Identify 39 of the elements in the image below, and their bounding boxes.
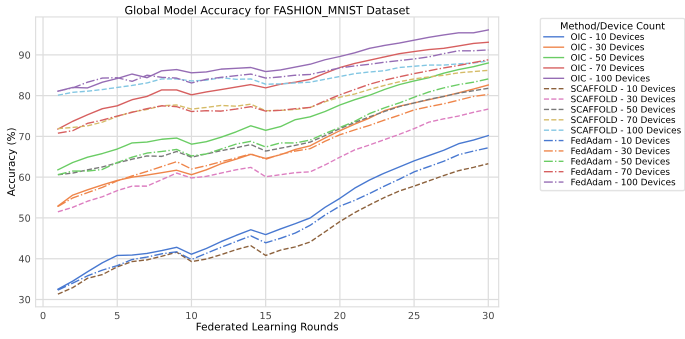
y-axis-title: Accuracy (%) xyxy=(6,128,17,196)
x-axis-title: Federated Learning Rounds xyxy=(196,322,338,333)
legend-label: SCAFFOLD - 50 Devices xyxy=(571,106,676,113)
x-tick-label: 10 xyxy=(186,312,197,320)
legend-label: SCAFFOLD - 100 Devices xyxy=(571,126,681,134)
line-series xyxy=(57,70,489,130)
legend-label: OIC - 10 Devices xyxy=(571,33,644,40)
y-tick-label: 40 xyxy=(18,255,30,263)
line-series xyxy=(57,108,489,213)
line-series xyxy=(57,59,489,134)
legend-label: FedAdam - 70 Devices xyxy=(571,168,670,175)
y-tick-label: 30 xyxy=(19,296,30,304)
line-series xyxy=(57,62,489,171)
legend-label: SCAFFOLD - 70 Devices xyxy=(571,116,676,124)
y-tick-label: 90 xyxy=(19,51,30,59)
legend-label: OIC - 70 Devices xyxy=(571,64,644,72)
y-tick-label: 70 xyxy=(19,132,30,140)
legend-label: OIC - 100 Devices xyxy=(571,74,650,82)
chart-title: Global Model Accuracy for FASHION_MNIST Dataset xyxy=(125,6,410,17)
x-tick-label: 30 xyxy=(482,312,494,320)
y-tick-label: 80 xyxy=(19,92,30,100)
legend-label: FedAdam - 30 Devices xyxy=(571,147,670,154)
legend-title: Method/Device Count xyxy=(561,22,665,30)
x-tick-label: 0 xyxy=(40,312,46,320)
y-tick-label: 50 xyxy=(19,214,30,222)
legend-label: SCAFFOLD - 10 Devices xyxy=(571,85,676,92)
legend-label: OIC - 30 Devices xyxy=(571,44,644,50)
legend-label: FedAdam - 10 Devices xyxy=(571,136,670,144)
legend-label: FedAdam - 50 Devices xyxy=(571,158,670,165)
x-tick-label: 25 xyxy=(408,312,420,320)
line-series xyxy=(57,60,489,96)
x-tick-label: 15 xyxy=(260,312,271,320)
legend-label: SCAFFOLD - 30 Devices xyxy=(571,95,676,102)
x-tick-label: 5 xyxy=(114,312,120,320)
x-tick-label: 20 xyxy=(334,312,346,320)
legend-label: FedAdam - 100 Devices xyxy=(571,178,676,186)
legend-label: OIC - 50 Devices xyxy=(571,54,644,61)
y-tick-label: 60 xyxy=(19,174,30,181)
line-series xyxy=(57,42,489,130)
